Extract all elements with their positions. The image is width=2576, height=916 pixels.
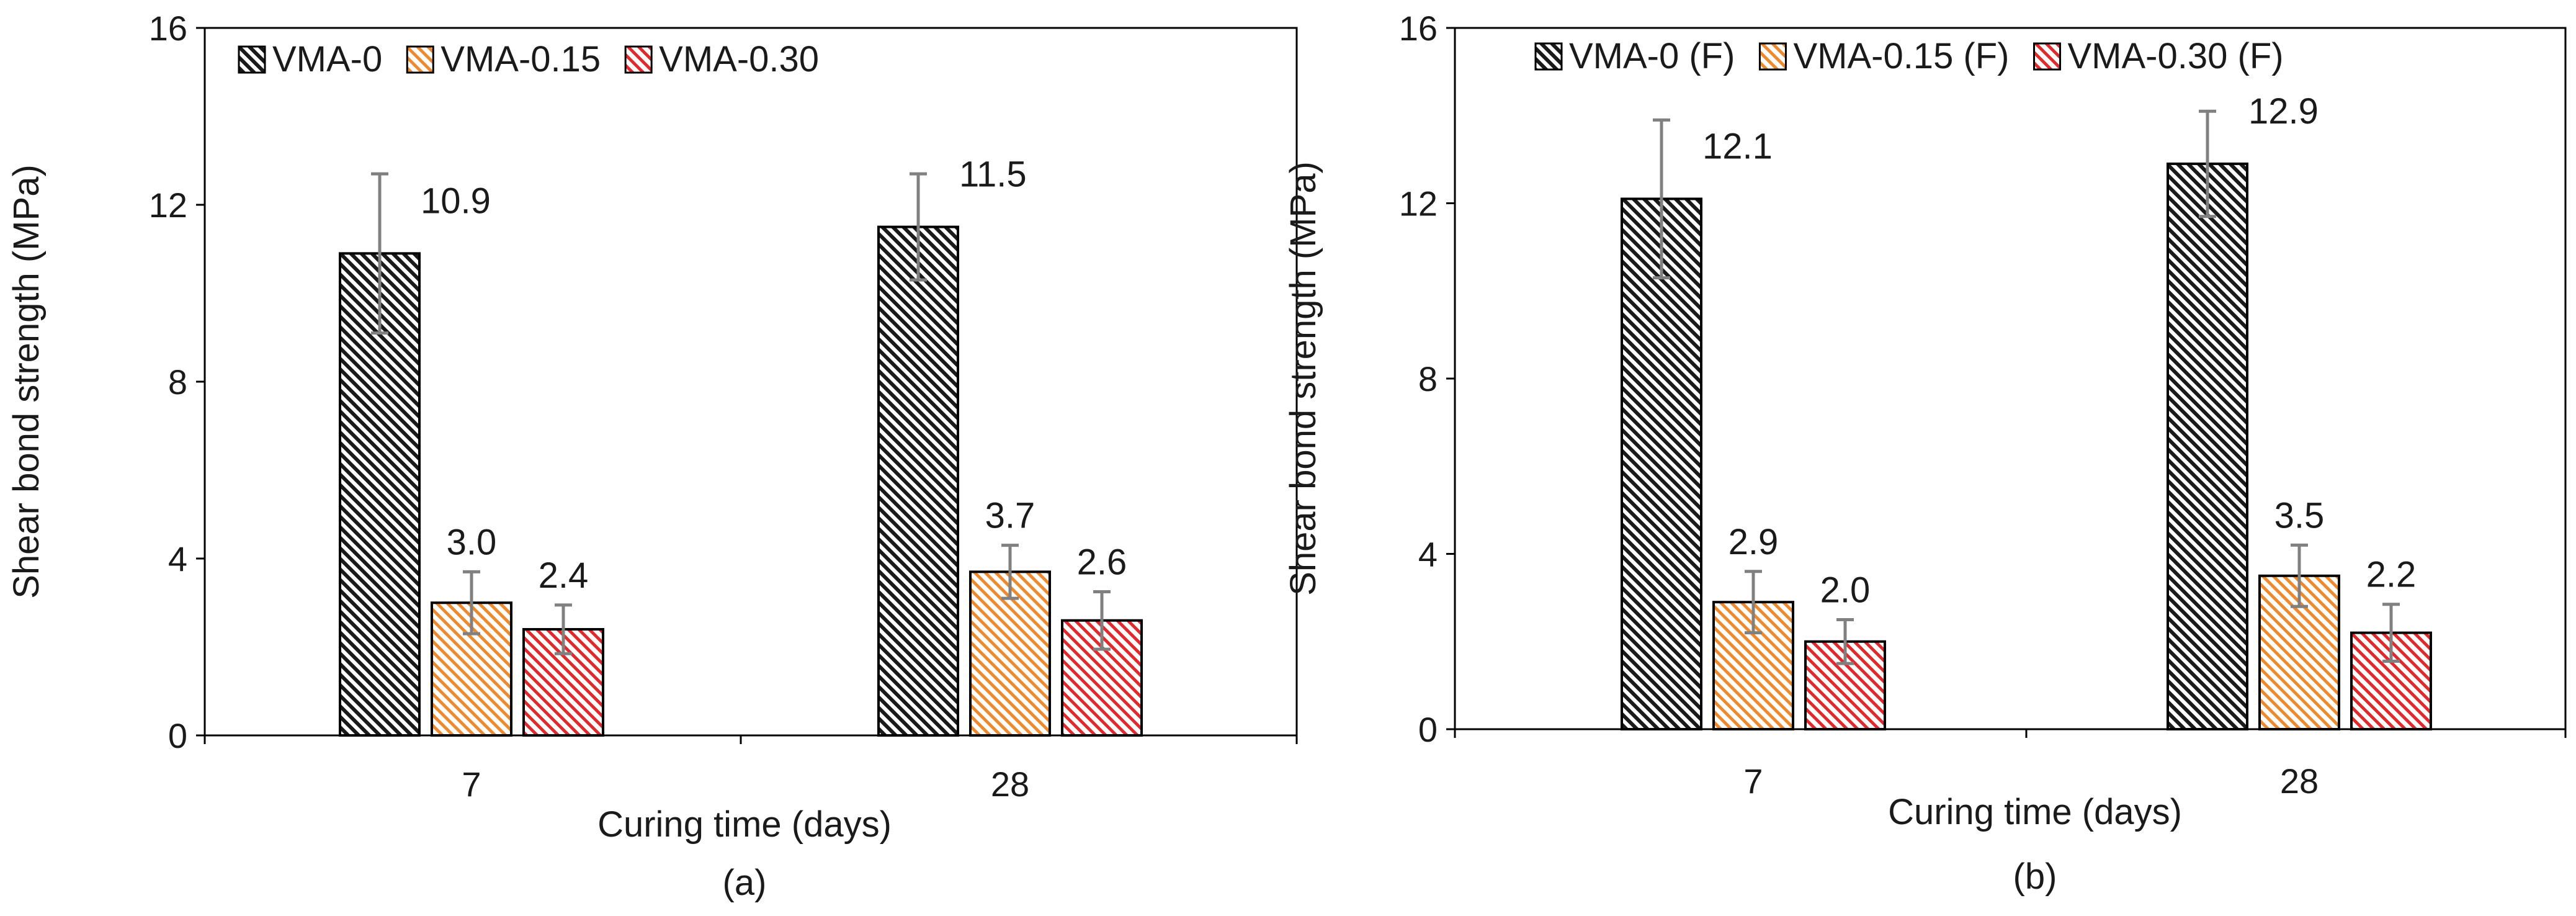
- x-axis-title: Curing time (days): [597, 804, 892, 845]
- data-label: 3.0: [447, 522, 497, 562]
- x-tick-label: 28: [991, 765, 1029, 804]
- y-tick-label: 0: [168, 716, 187, 755]
- data-label: 3.5: [2274, 495, 2325, 536]
- legend-entry: VMA-0: [272, 39, 382, 79]
- legend-entry: VMA-0.15 (F): [1793, 36, 2009, 76]
- legend-entry: VMA-0.30 (F): [2068, 36, 2284, 76]
- legend: VMA-0 VMA-0.15 VMA-0.30: [238, 39, 819, 79]
- legend: VMA-0 (F) VMA-0.15 (F) VMA-0.30 (F): [1534, 36, 2284, 76]
- data-label: 2.9: [1729, 522, 1779, 562]
- y-tick-label: 16: [149, 9, 187, 48]
- y-tick-label: 4: [1418, 535, 1438, 574]
- data-label: 2.6: [1077, 542, 1127, 582]
- y-axis-title: Shear bond strength (MPa): [1283, 161, 1323, 596]
- y-tick-label: 12: [1399, 184, 1438, 223]
- x-tick-label: 7: [462, 765, 481, 804]
- data-label: 10.9: [421, 181, 491, 221]
- legend-swatch: [2033, 42, 2061, 71]
- y-tick-label: 16: [1399, 9, 1438, 48]
- y-tick-label: 12: [149, 186, 187, 225]
- y-tick-label: 4: [168, 539, 187, 578]
- data-label: 3.7: [985, 496, 1035, 536]
- bar-vma-0-f-: [1621, 197, 1702, 730]
- y-tick-label: 0: [1418, 710, 1438, 749]
- data-label: 12.9: [2248, 91, 2319, 132]
- x-tick-label: 28: [2280, 761, 2319, 801]
- panel-label: (b): [2013, 856, 2057, 897]
- x-axis-title: Curing time (days): [1888, 792, 2182, 832]
- chart-panel-b: 0 4 8 12 16 7 12.1 2.9 2.0 28 12.9 3.5 2.2 Shear bond…: [1283, 9, 2567, 897]
- data-label: 2.2: [2366, 555, 2417, 595]
- y-tick-label: 8: [1418, 359, 1438, 398]
- panel-label: (a): [723, 863, 767, 903]
- legend-swatch: [406, 45, 434, 74]
- legend-entry: VMA-0 (F): [1569, 36, 1735, 76]
- data-label: 2.4: [539, 555, 589, 596]
- legend-swatch: [238, 45, 266, 74]
- data-label: 2.0: [1820, 570, 1871, 610]
- legend-swatch: [624, 45, 653, 74]
- data-label: 11.5: [959, 155, 1027, 195]
- y-axis-title: Shear bond strength (MPa): [6, 164, 47, 599]
- legend-swatch: [1534, 42, 1563, 71]
- legend-swatch: [1758, 42, 1787, 71]
- legend-entry: VMA-0.30: [659, 39, 819, 79]
- bar-vma-0-f-: [2167, 162, 2248, 730]
- x-tick-label: 7: [1743, 761, 1763, 801]
- y-tick-label: 8: [168, 362, 187, 402]
- chart-panel-a: 0 4 8 12 16 7 10.9 3.0 2.4 28 11.5 3.7 2.6 Shear bond…: [6, 9, 1298, 903]
- bar-vma-0: [877, 225, 959, 737]
- bar-vma-0: [339, 252, 421, 737]
- data-label: 12.1: [1702, 126, 1773, 166]
- legend-entry: VMA-0.15: [441, 39, 601, 79]
